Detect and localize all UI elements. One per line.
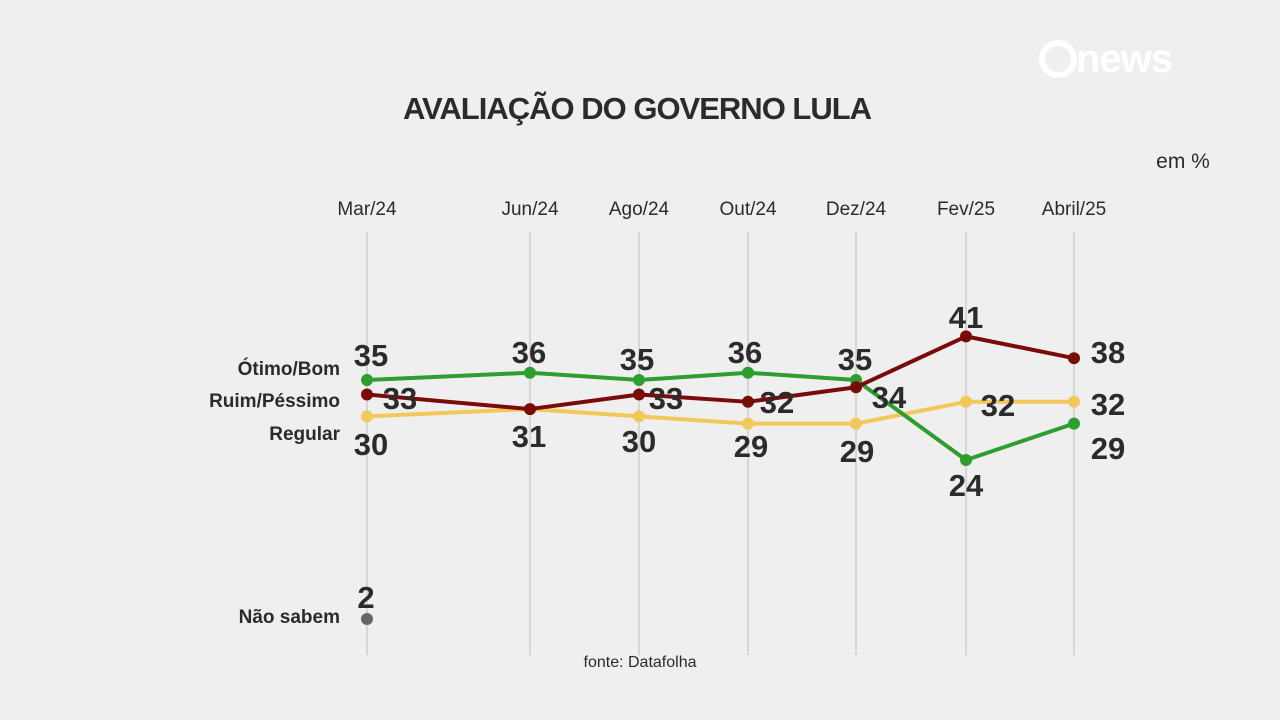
data-point [1068,352,1080,365]
data-label: 41 [949,300,983,335]
data-point [361,374,373,386]
data-label: 30 [622,424,656,459]
chart-title: AVALIAÇÃO DO GOVERNO LULA [403,91,872,126]
series-line [366,370,1075,462]
data-label: 33 [383,381,417,416]
logo-text: news [1076,37,1172,81]
x-tick-label: Jun/24 [501,199,558,220]
data-point [524,366,536,379]
data-label: 31 [512,419,546,454]
data-label: 32 [981,388,1015,423]
x-tick-label: Out/24 [719,199,776,220]
data-point [742,395,754,408]
data-label: 36 [728,335,762,370]
data-point [960,453,972,466]
x-tick-label: Ago/24 [609,199,670,220]
data-label: 36 [512,335,546,370]
data-point [960,330,972,343]
data-label: 35 [838,342,872,377]
data-point [524,403,536,416]
data-label: 30 [354,427,388,462]
x-tick-label: Abril/25 [1042,199,1106,220]
x-tick-label: Fev/25 [937,199,995,220]
data-label: 32 [1091,387,1125,422]
data-point [361,410,373,423]
data-point [633,388,645,401]
data-point [1068,395,1080,408]
data-point [361,388,373,401]
data-label: 34 [872,380,907,415]
series-label: Não sabem [239,607,340,628]
source-note: fonte: Datafolha [584,654,697,671]
data-label: 38 [1091,335,1125,370]
data-point [742,366,754,379]
data-label: 33 [649,381,683,416]
series-label: Ruim/Péssimo [209,391,340,412]
data-label: 32 [760,385,794,420]
data-point [633,374,645,386]
data-label: 35 [620,342,654,377]
series-label: Ótimo/Bom [238,358,340,380]
data-label: 2 [357,580,374,615]
data-point [960,395,972,408]
data-label: 29 [734,429,768,464]
data-point [633,410,645,423]
x-tick-label: Dez/24 [826,199,887,220]
data-point [1068,417,1080,430]
data-point [742,417,754,430]
data-point [850,417,862,430]
data-label: 24 [949,468,984,503]
data-point [850,381,862,394]
gnews-logo: news [1039,37,1173,81]
data-label: 29 [1091,431,1125,466]
data-point [361,613,373,625]
data-label: 35 [354,338,388,373]
unit-label: em % [1156,150,1210,173]
x-tick-label: Mar/24 [337,199,397,220]
series-label: Regular [269,424,340,445]
data-label: 29 [840,434,874,469]
